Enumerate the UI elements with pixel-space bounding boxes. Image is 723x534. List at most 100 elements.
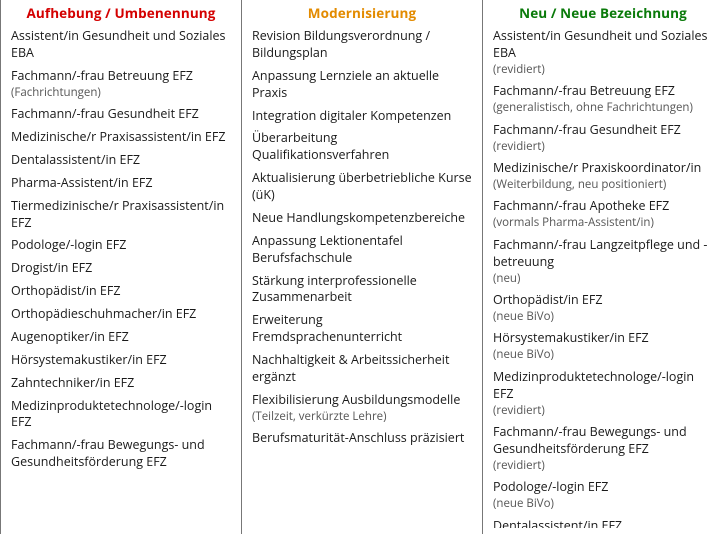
list-item-main: Erweiterung Fremdsprachenunterricht: [252, 312, 472, 346]
list-item-sub: (neue BiVo): [493, 496, 713, 512]
list-item-main: Augenoptiker/in EFZ: [11, 329, 231, 346]
list-item: Assistent/in Gesundheit und Soziales EBA: [11, 28, 231, 62]
list-item: Nachhaltigkeit & Arbeitssicherheit ergän…: [252, 352, 472, 386]
list-item-sub: (revidiert): [493, 403, 713, 419]
list-item: Drogist/in EFZ: [11, 260, 231, 277]
list-item-main: Orthopädieschuhmacher/in EFZ: [11, 306, 231, 323]
list-item: Fachmann/-frau Langzeitpflege und -betre…: [493, 237, 713, 286]
list-item: Fachmann/-frau Gesundheit EFZ: [11, 106, 231, 123]
column-header-neu: Neu / Neue Bezeichnung: [493, 2, 713, 28]
columns-container: Aufhebung / Umbenennung Assistent/in Ges…: [0, 0, 723, 534]
list-item: Dentalassistent/in EFZ: [11, 152, 231, 169]
list-item-main: Fachmann/-frau Apotheke EFZ: [493, 198, 713, 215]
list-item: Aktualisierung überbetriebliche Kurse (ü…: [252, 170, 472, 204]
list-item: Überarbeitung Qualifikationsverfahren: [252, 130, 472, 164]
list-item: Zahntechniker/in EFZ: [11, 375, 231, 392]
list-item-sub: (revidiert): [493, 458, 713, 474]
list-item: Medizinische/r Praxiskoordinator/in(Weit…: [493, 160, 713, 192]
list-item-main: Anpassung Lektionentafel Berufsfachschul…: [252, 233, 472, 267]
list-item-sub: (vormals Pharma-Assistent/in): [493, 215, 713, 231]
list-item-sub: (Weiterbildung, neu positioniert): [493, 177, 713, 193]
list-item: Fachmann/-frau Betreuung EFZ(generalisti…: [493, 83, 713, 115]
list-item-main: Stärkung interprofessionelle Zusammenarb…: [252, 273, 472, 307]
list-item: Dentalassistent/in EFZ(revidiert): [493, 518, 713, 528]
list-item-main: Fachmann/-frau Gesundheit EFZ: [493, 122, 713, 139]
list-item: Hörsystemakustiker/in EFZ(neue BiVo): [493, 330, 713, 362]
list-item-main: Anpassung Lernziele an aktuelle Praxis: [252, 68, 472, 102]
list-item-main: Fachmann/-frau Betreuung EFZ: [11, 68, 231, 85]
list-item-sub: (neue BiVo): [493, 347, 713, 363]
list-item: Orthopädieschuhmacher/in EFZ: [11, 306, 231, 323]
list-item-sub: (Fachrichtungen): [11, 85, 231, 101]
list-item-sub: (neu): [493, 271, 713, 287]
list-item: Medizinproduktetechnologe/-login EFZ(rev…: [493, 369, 713, 418]
column-header-aufhebung: Aufhebung / Umbenennung: [11, 2, 231, 28]
column-aufhebung: Aufhebung / Umbenennung Assistent/in Ges…: [0, 0, 241, 534]
list-item: Orthopädist/in EFZ: [11, 283, 231, 300]
list-item: Anpassung Lektionentafel Berufsfachschul…: [252, 233, 472, 267]
column-body-aufhebung: Assistent/in Gesundheit und Soziales EBA…: [11, 28, 231, 528]
list-item: Integration digitaler Kompetenzen: [252, 108, 472, 125]
list-item-main: Hörsystemakustiker/in EFZ: [493, 330, 713, 347]
column-header-modernisierung: Modernisierung: [252, 2, 472, 28]
list-item: Fachmann/-frau Gesundheit EFZ(revidiert): [493, 122, 713, 154]
list-item-main: Fachmann/-frau Gesundheit EFZ: [11, 106, 231, 123]
list-item-main: Pharma-Assistent/in EFZ: [11, 175, 231, 192]
list-item-sub: (neue BiVo): [493, 309, 713, 325]
list-item-main: Neue Handlungskompetenzbereiche: [252, 210, 472, 227]
list-item: Flexibilisierung Ausbildungsmodelle(Teil…: [252, 392, 472, 424]
list-item-sub: (revidiert): [493, 62, 713, 78]
list-item-main: Podologe/-login EFZ: [11, 237, 231, 254]
list-item-main: Zahntechniker/in EFZ: [11, 375, 231, 392]
list-item: Stärkung interprofessionelle Zusammenarb…: [252, 273, 472, 307]
list-item: Augenoptiker/in EFZ: [11, 329, 231, 346]
list-item: Podologe/-login EFZ(neue BiVo): [493, 479, 713, 511]
list-item-sub: (revidiert): [493, 139, 713, 155]
list-item-main: Medizinproduktetechnologe/-login EFZ: [493, 369, 713, 403]
list-item-main: Überarbeitung Qualifikationsverfahren: [252, 130, 472, 164]
list-item-main: Orthopädist/in EFZ: [493, 292, 713, 309]
list-item-main: Assistent/in Gesundheit und Soziales EBA: [11, 28, 231, 62]
list-item: Orthopädist/in EFZ(neue BiVo): [493, 292, 713, 324]
list-item-main: Fachmann/-frau Langzeitpflege und -betre…: [493, 237, 713, 271]
column-body-modernisierung: Revision Bildungsverordnung / Bildungspl…: [252, 28, 472, 528]
list-item-sub: (Teilzeit, verkürzte Lehre): [252, 409, 472, 425]
list-item: Medizinische/r Praxisassistent/in EFZ: [11, 129, 231, 146]
list-item-main: Medizinische/r Praxiskoordinator/in: [493, 160, 713, 177]
list-item-main: Drogist/in EFZ: [11, 260, 231, 277]
list-item: Fachmann/-frau Apotheke EFZ(vormals Phar…: [493, 198, 713, 230]
list-item-main: Orthopädist/in EFZ: [11, 283, 231, 300]
list-item-main: Aktualisierung überbetriebliche Kurse (ü…: [252, 170, 472, 204]
list-item: Fachmann/-frau Bewegungs- und Gesundheit…: [11, 437, 231, 471]
list-item: Medizinproduktetechnologe/-login EFZ: [11, 398, 231, 432]
list-item: Erweiterung Fremdsprachenunterricht: [252, 312, 472, 346]
list-item-main: Fachmann/-frau Bewegungs- und Gesundheit…: [11, 437, 231, 471]
list-item-main: Fachmann/-frau Bewegungs- und Gesundheit…: [493, 424, 713, 458]
list-item: Fachmann/-frau Bewegungs- und Gesundheit…: [493, 424, 713, 473]
list-item-main: Hörsystemakustiker/in EFZ: [11, 352, 231, 369]
list-item: Podologe/-login EFZ: [11, 237, 231, 254]
list-item: Fachmann/-frau Betreuung EFZ(Fachrichtun…: [11, 68, 231, 100]
list-item-main: Fachmann/-frau Betreuung EFZ: [493, 83, 713, 100]
list-item-main: Dentalassistent/in EFZ: [11, 152, 231, 169]
list-item: Anpassung Lernziele an aktuelle Praxis: [252, 68, 472, 102]
list-item-main: Revision Bildungsverordnung / Bildungspl…: [252, 28, 472, 62]
list-item-main: Berufsmaturität-Anschluss präzisiert: [252, 430, 472, 447]
list-item-main: Medizinische/r Praxisassistent/in EFZ: [11, 129, 231, 146]
list-item: Berufsmaturität-Anschluss präzisiert: [252, 430, 472, 447]
list-item-main: Medizinproduktetechnologe/-login EFZ: [11, 398, 231, 432]
list-item-main: Tiermedizinische/r Praxisassistent/in EF…: [11, 198, 231, 232]
list-item: Revision Bildungsverordnung / Bildungspl…: [252, 28, 472, 62]
list-item-sub: (generalistisch, ohne Fachrichtungen): [493, 100, 713, 116]
column-neu: Neu / Neue Bezeichnung Assistent/in Gesu…: [482, 0, 723, 534]
column-modernisierung: Modernisierung Revision Bildungsverordnu…: [241, 0, 482, 534]
list-item-main: Podologe/-login EFZ: [493, 479, 713, 496]
list-item: Neue Handlungskompetenzbereiche: [252, 210, 472, 227]
list-item-main: Nachhaltigkeit & Arbeitssicherheit ergän…: [252, 352, 472, 386]
list-item: Hörsystemakustiker/in EFZ: [11, 352, 231, 369]
list-item: Tiermedizinische/r Praxisassistent/in EF…: [11, 198, 231, 232]
list-item: Pharma-Assistent/in EFZ: [11, 175, 231, 192]
list-item: Assistent/in Gesundheit und Soziales EBA…: [493, 28, 713, 77]
list-item-main: Dentalassistent/in EFZ: [493, 518, 713, 528]
list-item-main: Flexibilisierung Ausbildungsmodelle: [252, 392, 472, 409]
